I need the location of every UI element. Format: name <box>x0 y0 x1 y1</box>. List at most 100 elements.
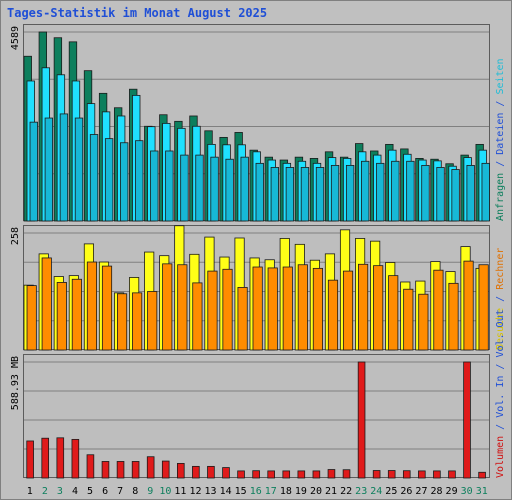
bar-top-seiten-day-12 <box>195 154 204 222</box>
panel-middle-max-label: 258 <box>10 227 21 245</box>
bar-middle-rechner-day-22 <box>342 270 354 351</box>
bar-middle-rechner-day-4 <box>71 278 82 351</box>
bar-bottom-volumen-day-28 <box>433 470 441 479</box>
bar-bottom-volumen-day-17 <box>267 470 275 479</box>
bar-top-seiten-day-1 <box>29 121 38 222</box>
bar-middle-rechner-day-31 <box>478 264 489 351</box>
x-tick-label-day-31: 31 <box>476 486 488 497</box>
bar-bottom-volumen-day-5 <box>86 454 95 479</box>
bar-top-seiten-day-11 <box>180 154 189 222</box>
bar-top-seiten-day-8 <box>135 140 144 222</box>
bar-bottom-volumen-day-16 <box>252 470 260 479</box>
bar-middle-rechner-day-20 <box>312 267 323 351</box>
x-tick-label-day-5: 5 <box>87 486 93 497</box>
bar-bottom-volumen-day-22 <box>342 469 351 479</box>
bar-bottom-volumen-day-19 <box>297 470 306 479</box>
bar-top-seiten-day-4 <box>74 117 84 222</box>
x-tick-label-day-9: 9 <box>147 486 153 497</box>
bar-middle-rechner-day-17 <box>267 267 278 351</box>
bar-bottom-volumen-day-12 <box>192 465 200 479</box>
x-tick-label-day-7: 7 <box>117 486 123 497</box>
bar-middle-rechner-day-19 <box>297 264 308 351</box>
bar-top-seiten-day-2 <box>44 117 54 222</box>
bar-top-seiten-day-13 <box>210 156 219 222</box>
bar-bottom-volumen-day-9 <box>146 456 155 479</box>
bar-top-seiten-day-21 <box>330 164 340 222</box>
panel-top-legend: Anfragen / Dateien / Seiten <box>495 58 506 221</box>
bar-bottom-volumen-day-23 <box>357 361 366 479</box>
bar-middle-rechner-day-11 <box>177 264 188 351</box>
bar-top-seiten-day-14 <box>225 158 234 222</box>
bar-bottom-volumen-day-25 <box>387 470 396 479</box>
x-tick-label-day-24: 24 <box>370 486 382 497</box>
bar-middle-rechner-day-24 <box>373 265 384 351</box>
bar-middle-rechner-day-2 <box>41 257 52 351</box>
bar-middle-rechner-day-21 <box>327 279 339 351</box>
bar-bottom-volumen-day-7 <box>116 461 125 479</box>
bar-top-seiten-day-27 <box>421 164 430 222</box>
bar-bottom-volumen-day-1 <box>26 440 34 479</box>
bar-middle-rechner-day-6 <box>101 265 113 351</box>
chart-title: Tages-Statistik im Monat August 2025 <box>7 6 268 20</box>
panel-bottom-background <box>23 354 490 478</box>
bar-top-seiten-day-10 <box>165 150 174 222</box>
bar-middle-rechner-day-13 <box>207 270 218 351</box>
x-tick-label-day-2: 2 <box>42 486 48 497</box>
legend-entry: / <box>495 364 506 376</box>
x-tick-label-day-25: 25 <box>385 486 397 497</box>
bar-middle-rechner-day-15 <box>237 287 248 351</box>
bar-top-seiten-day-16 <box>255 162 264 222</box>
bar-middle-rechner-day-16 <box>252 266 263 351</box>
x-tick-label-day-17: 17 <box>265 486 277 497</box>
x-tick-label-day-8: 8 <box>132 486 138 497</box>
bar-top-seiten-day-26 <box>406 160 415 222</box>
x-tick-label-day-4: 4 <box>72 486 78 497</box>
bar-middle-rechner-day-27 <box>418 293 429 351</box>
x-tick-label-day-26: 26 <box>400 486 412 497</box>
legend-entry: Volumen <box>495 436 506 478</box>
panel-top-max-label: 4589 <box>10 26 21 50</box>
bar-bottom-volumen-day-31 <box>478 471 486 479</box>
x-tick-label-day-29: 29 <box>446 486 458 497</box>
bar-middle-rechner-day-28 <box>433 269 444 351</box>
bar-top-seiten-day-6 <box>104 138 114 222</box>
legend-entry: Rechner <box>495 248 506 296</box>
x-tick-label-day-12: 12 <box>189 486 201 497</box>
bar-middle-rechner-day-3 <box>56 282 67 351</box>
bar-top-seiten-day-15 <box>240 156 249 222</box>
x-tick-label-day-23: 23 <box>355 486 367 497</box>
x-tick-label-day-27: 27 <box>415 486 427 497</box>
x-tick-label-day-21: 21 <box>325 486 337 497</box>
x-tick-label-day-3: 3 <box>57 486 63 497</box>
panel-bottom-max-label: 588.93 MB <box>10 356 21 410</box>
bar-top-seiten-day-30 <box>466 164 475 222</box>
legend-entry: Anfragen <box>495 173 506 221</box>
legend-entry: / <box>495 161 506 173</box>
x-tick-label-day-11: 11 <box>174 486 186 497</box>
bar-bottom-volumen-day-10 <box>161 460 170 479</box>
bar-bottom-volumen-day-14 <box>222 467 230 479</box>
bar-middle-rechner-day-8 <box>132 292 143 351</box>
legend-entry: Vol. In <box>495 376 506 424</box>
bar-middle-rechner-day-30 <box>463 260 474 351</box>
bar-bottom-volumen-day-11 <box>177 463 185 479</box>
bar-middle-rechner-day-5 <box>86 261 98 351</box>
x-tick-label-day-19: 19 <box>295 486 307 497</box>
bar-top-seiten-day-3 <box>59 113 69 222</box>
bar-bottom-volumen-day-18 <box>282 470 291 479</box>
bar-top-seiten-day-20 <box>315 167 325 222</box>
bar-bottom-volumen-day-24 <box>372 470 381 479</box>
bar-middle-rechner-day-7 <box>117 293 128 351</box>
bar-middle-rechner-day-18 <box>282 266 293 351</box>
bar-bottom-volumen-day-26 <box>402 470 411 479</box>
bar-bottom-volumen-day-29 <box>448 470 456 479</box>
bar-middle-rechner-day-12 <box>192 282 203 351</box>
legend-entry: Seiten <box>495 58 506 100</box>
legend-entry: / <box>495 424 506 436</box>
x-tick-label-day-14: 14 <box>220 486 232 497</box>
bar-middle-rechner-day-9 <box>147 291 158 351</box>
x-tick-label-day-13: 13 <box>205 486 217 497</box>
legend-entry: Vol. Out <box>495 309 506 363</box>
